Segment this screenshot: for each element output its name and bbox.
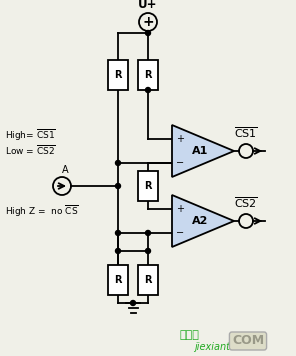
Text: jiexiantu: jiexiantu xyxy=(194,342,236,352)
Text: R: R xyxy=(144,70,152,80)
Circle shape xyxy=(115,161,120,166)
Text: +: + xyxy=(142,15,154,29)
Text: $\overline{\mathrm{CS2}}$: $\overline{\mathrm{CS2}}$ xyxy=(234,195,258,210)
Text: Low = $\overline{\mathrm{CS2}}$: Low = $\overline{\mathrm{CS2}}$ xyxy=(5,143,56,157)
FancyBboxPatch shape xyxy=(108,265,128,295)
Text: A2: A2 xyxy=(192,216,208,226)
FancyBboxPatch shape xyxy=(138,60,158,90)
Circle shape xyxy=(115,230,120,235)
Circle shape xyxy=(115,183,120,188)
Text: +: + xyxy=(176,134,184,144)
Circle shape xyxy=(146,31,150,36)
Polygon shape xyxy=(172,125,234,177)
Circle shape xyxy=(146,230,150,235)
Text: R: R xyxy=(144,181,152,191)
Circle shape xyxy=(115,248,120,253)
Polygon shape xyxy=(172,195,234,247)
Text: High Z =  no $\overline{\mathrm{CS}}$: High Z = no $\overline{\mathrm{CS}}$ xyxy=(5,203,79,219)
Circle shape xyxy=(146,248,150,253)
Text: R: R xyxy=(144,275,152,285)
Text: A: A xyxy=(62,165,68,175)
Text: COM: COM xyxy=(232,335,264,347)
Text: U+: U+ xyxy=(138,0,158,11)
Text: A1: A1 xyxy=(192,146,208,156)
Circle shape xyxy=(131,300,136,305)
FancyBboxPatch shape xyxy=(138,171,158,201)
Text: 接线图: 接线图 xyxy=(180,330,200,340)
FancyBboxPatch shape xyxy=(138,265,158,295)
Text: $\overline{\mathrm{CS1}}$: $\overline{\mathrm{CS1}}$ xyxy=(234,125,258,140)
FancyBboxPatch shape xyxy=(108,60,128,90)
Text: High= $\overline{\mathrm{CS1}}$: High= $\overline{\mathrm{CS1}}$ xyxy=(5,127,56,143)
Text: R: R xyxy=(114,275,122,285)
Circle shape xyxy=(146,88,150,93)
Text: −: − xyxy=(176,158,184,168)
Text: −: − xyxy=(176,228,184,238)
Text: +: + xyxy=(176,204,184,214)
Text: R: R xyxy=(114,70,122,80)
